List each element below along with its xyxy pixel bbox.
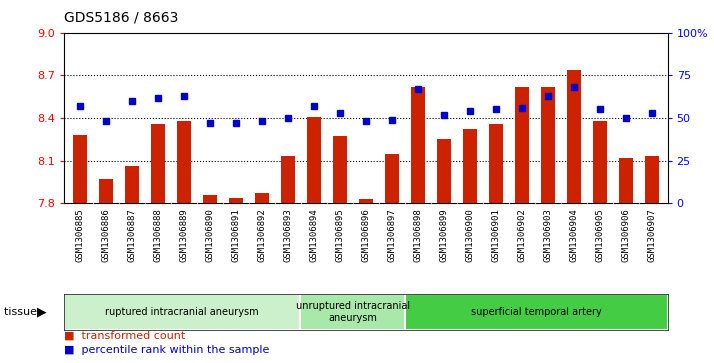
Text: ■  percentile rank within the sample: ■ percentile rank within the sample <box>64 345 270 355</box>
Text: GDS5186 / 8663: GDS5186 / 8663 <box>64 11 178 25</box>
Bar <box>358 199 373 203</box>
Bar <box>437 139 451 203</box>
Bar <box>73 135 87 203</box>
Text: GSM1306890: GSM1306890 <box>206 208 214 262</box>
Bar <box>99 179 113 203</box>
Bar <box>151 124 165 203</box>
Text: GSM1306892: GSM1306892 <box>258 208 266 262</box>
Bar <box>645 156 659 203</box>
Bar <box>593 121 607 203</box>
Bar <box>307 117 321 203</box>
Bar <box>125 166 139 203</box>
Bar <box>406 294 668 330</box>
Bar <box>515 87 529 203</box>
Text: ■  transformed count: ■ transformed count <box>64 331 186 341</box>
Bar <box>385 154 399 203</box>
Text: GSM1306891: GSM1306891 <box>231 208 241 262</box>
Text: GSM1306897: GSM1306897 <box>388 208 396 262</box>
Text: GSM1306903: GSM1306903 <box>543 208 553 262</box>
Text: GSM1306896: GSM1306896 <box>361 208 371 262</box>
Bar <box>463 129 477 203</box>
Bar <box>301 294 406 330</box>
Text: GSM1306898: GSM1306898 <box>413 208 423 262</box>
Text: GSM1306902: GSM1306902 <box>518 208 526 262</box>
Bar <box>203 195 217 203</box>
Text: GSM1306906: GSM1306906 <box>621 208 630 262</box>
Text: GSM1306899: GSM1306899 <box>439 208 448 262</box>
Bar <box>177 121 191 203</box>
Text: GSM1306888: GSM1306888 <box>154 208 162 262</box>
Text: unruptured intracranial
aneurysm: unruptured intracranial aneurysm <box>296 301 410 323</box>
Text: GSM1306885: GSM1306885 <box>76 208 84 262</box>
Bar <box>489 124 503 203</box>
Text: GSM1306894: GSM1306894 <box>309 208 318 262</box>
Bar <box>619 158 633 203</box>
Bar <box>228 197 243 203</box>
Bar <box>255 193 269 203</box>
Text: GSM1306904: GSM1306904 <box>570 208 578 262</box>
Text: GSM1306900: GSM1306900 <box>466 208 474 262</box>
Bar <box>540 87 555 203</box>
Bar <box>281 156 295 203</box>
Text: GSM1306889: GSM1306889 <box>179 208 188 262</box>
Text: GSM1306901: GSM1306901 <box>491 208 501 262</box>
Text: GSM1306895: GSM1306895 <box>336 208 344 262</box>
Text: GSM1306887: GSM1306887 <box>127 208 136 262</box>
Text: ruptured intracranial aneurysm: ruptured intracranial aneurysm <box>106 307 259 317</box>
Text: GSM1306893: GSM1306893 <box>283 208 293 262</box>
Bar <box>64 294 301 330</box>
Text: GSM1306886: GSM1306886 <box>101 208 111 262</box>
Bar <box>411 87 425 203</box>
Text: GSM1306907: GSM1306907 <box>648 208 656 262</box>
Text: GSM1306905: GSM1306905 <box>595 208 605 262</box>
Text: ▶: ▶ <box>37 306 46 319</box>
Text: superficial temporal artery: superficial temporal artery <box>471 307 602 317</box>
Bar <box>567 70 581 203</box>
Text: tissue: tissue <box>4 307 40 317</box>
Bar <box>333 136 347 203</box>
